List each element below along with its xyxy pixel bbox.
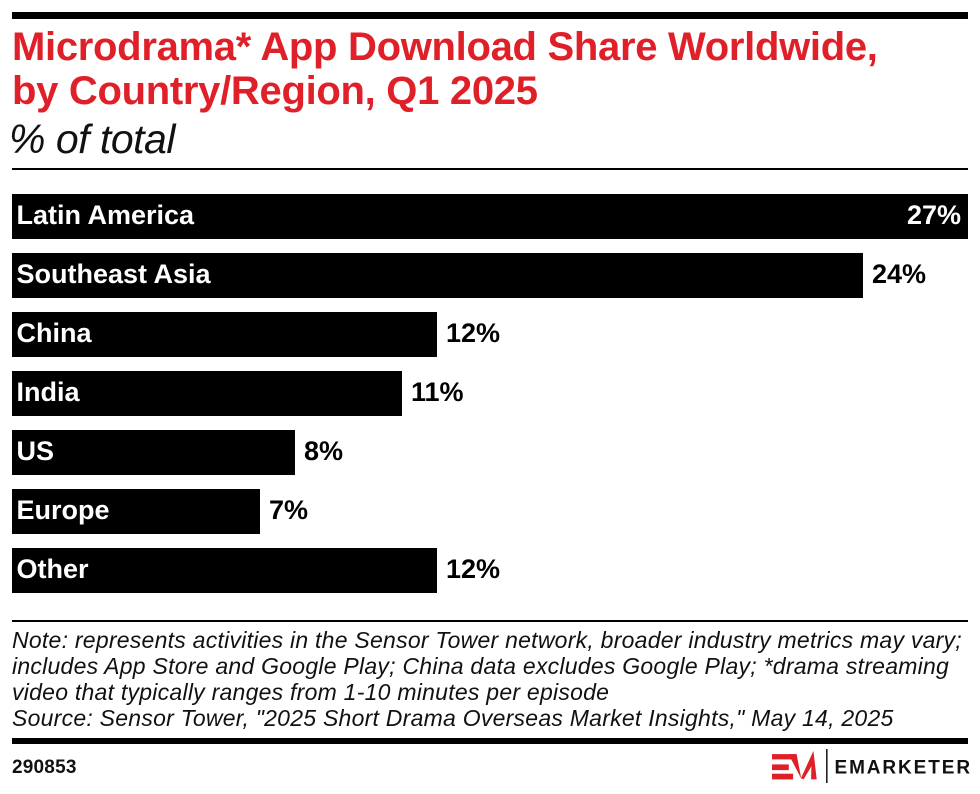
svg-text:EMARKETER: EMARKETER <box>835 758 972 779</box>
